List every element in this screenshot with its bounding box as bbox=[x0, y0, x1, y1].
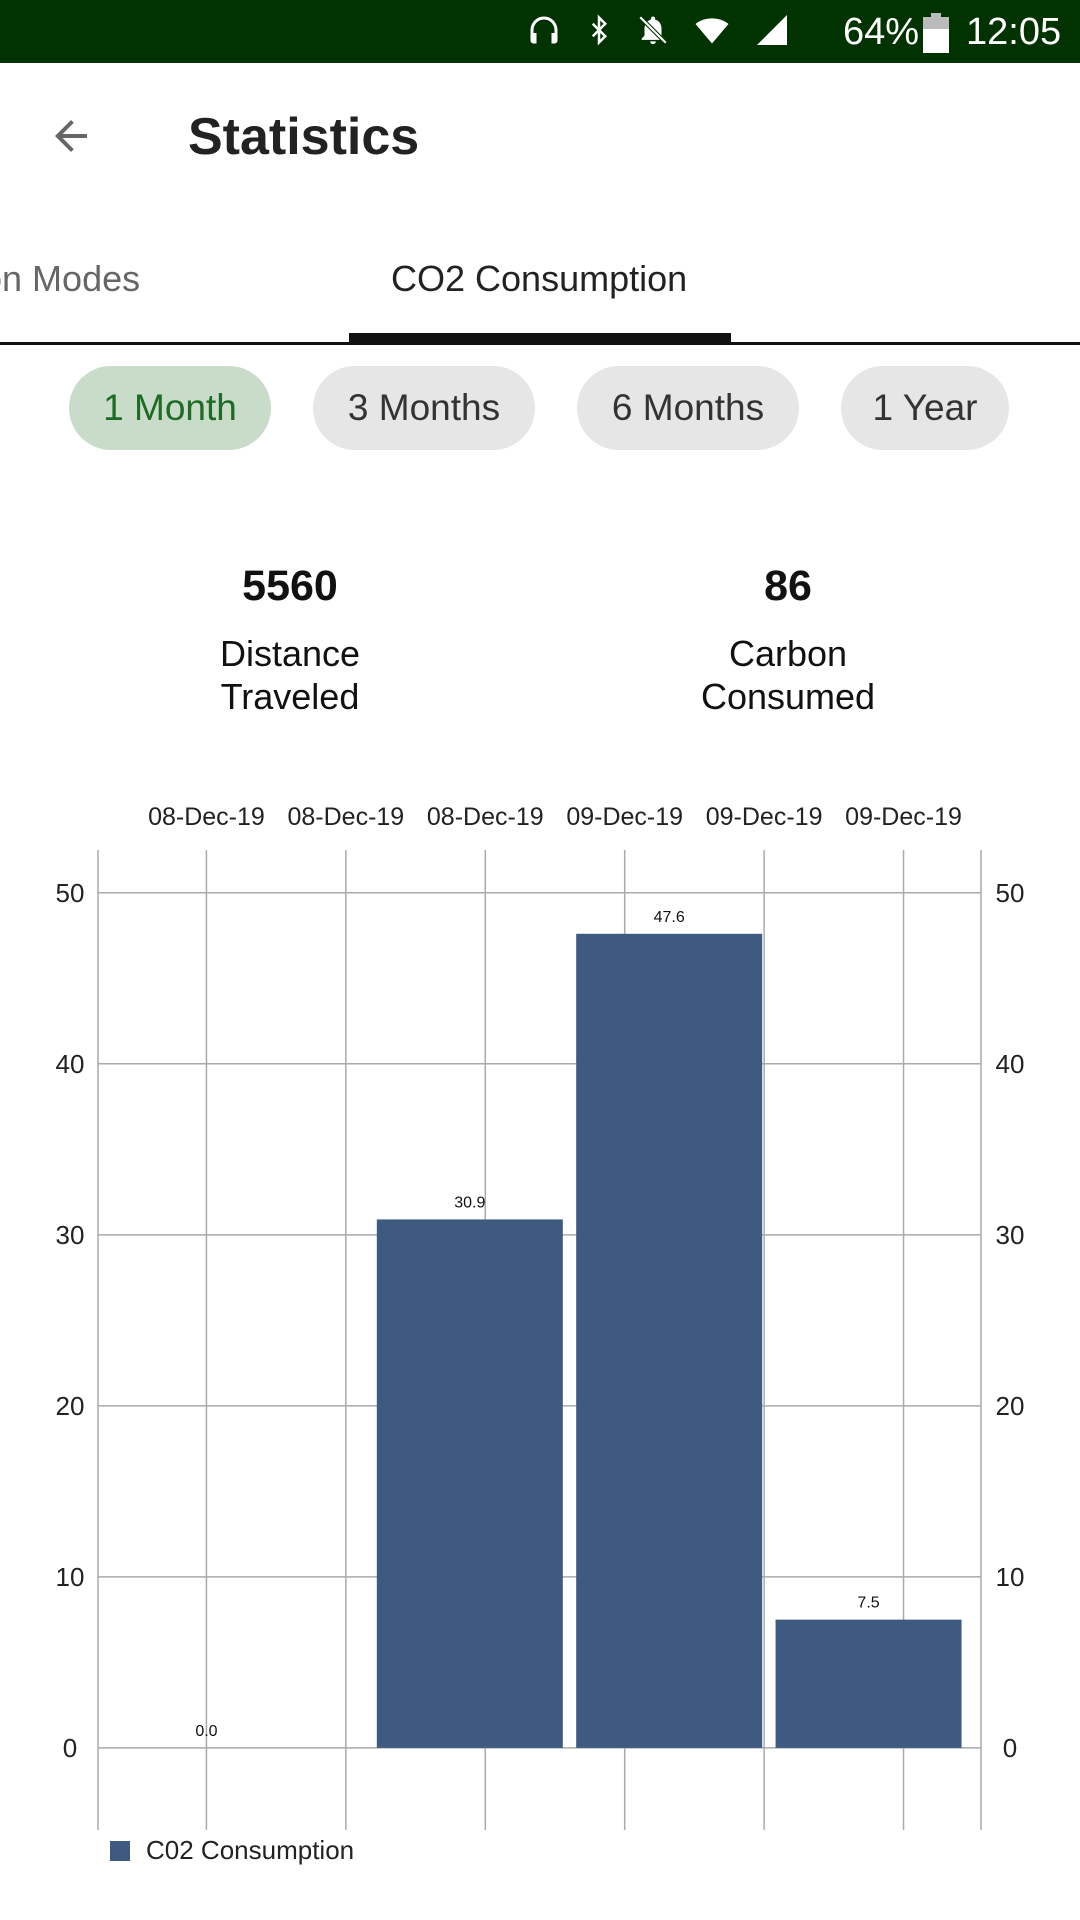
y-tick-label-left: 40 bbox=[56, 1049, 85, 1079]
co2-bar-chart: 0 0 10 10 20 20 30 30 40 40 50 50 08-Dec-19 08-Dec-19… bbox=[0, 790, 1080, 1890]
chip-1-year[interactable]: 1 Year bbox=[841, 366, 1009, 450]
chart-legend: C02 Consumption bbox=[110, 1835, 354, 1866]
y-tick-label-right: 30 bbox=[996, 1220, 1025, 1250]
bar-value-label: 0.0 bbox=[195, 1723, 217, 1740]
arrow-back-icon bbox=[47, 112, 95, 165]
y-tick-label-left: 20 bbox=[56, 1391, 85, 1421]
chip-6-months[interactable]: 6 Months bbox=[577, 366, 799, 450]
x-tick-label: 08-Dec-19 bbox=[148, 803, 265, 831]
legend-swatch bbox=[110, 1840, 130, 1861]
status-clock: 12:05 bbox=[966, 11, 1062, 53]
y-tick-label-left: 50 bbox=[56, 878, 85, 908]
wifi-icon bbox=[692, 12, 732, 53]
tab-co2-consumption[interactable]: CO2 Consumption bbox=[391, 258, 688, 299]
battery-icon bbox=[923, 13, 949, 58]
y-tick-label-left: 0 bbox=[63, 1733, 77, 1763]
battery-percentage: 64% bbox=[843, 11, 920, 53]
bar-value-label: 30.9 bbox=[454, 1194, 485, 1211]
y-tick-label-left: 30 bbox=[56, 1220, 85, 1250]
status-bar: 64% 12:05 bbox=[0, 0, 1080, 63]
tab-indicator bbox=[349, 333, 731, 342]
y-tick-label-left: 10 bbox=[56, 1562, 85, 1592]
x-tick-label: 09-Dec-19 bbox=[845, 803, 962, 831]
x-tick-label: 09-Dec-19 bbox=[566, 803, 683, 831]
notifications-muted-icon bbox=[636, 12, 670, 53]
stat-carbon: 86 Carbon Consumed bbox=[638, 560, 938, 718]
chart-canvas: 0 0 10 10 20 20 30 30 40 40 50 50 08-Dec-19 08-Dec-19… bbox=[56, 803, 1025, 1830]
chip-1-month[interactable]: 1 Month bbox=[69, 366, 271, 450]
y-tick-label-right: 20 bbox=[996, 1391, 1025, 1421]
chart-bar bbox=[376, 1219, 563, 1748]
x-tick-label: 08-Dec-19 bbox=[427, 803, 544, 831]
y-tick-label-right: 50 bbox=[996, 878, 1025, 908]
tab-bar: rtation Modes CO2 Consumption bbox=[0, 213, 1080, 345]
chip-3-months[interactable]: 3 Months bbox=[313, 366, 535, 450]
chart-bar bbox=[576, 933, 763, 1748]
carbon-value: 86 bbox=[764, 562, 812, 610]
bar-value-label: 47.6 bbox=[654, 909, 685, 926]
cell-signal-icon bbox=[754, 12, 790, 53]
carbon-label: Carbon Consumed bbox=[700, 633, 876, 717]
bluetooth-icon bbox=[584, 12, 614, 53]
headphones-icon bbox=[526, 12, 562, 53]
stat-distance: 5560 Distance Traveled bbox=[140, 560, 440, 718]
legend-label: C02 Consumption bbox=[146, 1835, 355, 1865]
x-tick-label: 08-Dec-19 bbox=[287, 803, 404, 831]
distance-value: 5560 bbox=[242, 562, 338, 610]
chart-bar bbox=[775, 1619, 962, 1748]
y-tick-label-right: 40 bbox=[996, 1049, 1025, 1079]
tab-transportation-modes[interactable]: rtation Modes bbox=[0, 258, 141, 299]
x-tick-label: 09-Dec-19 bbox=[706, 803, 823, 831]
distance-label: Distance Traveled bbox=[219, 633, 361, 717]
status-icons bbox=[526, 10, 790, 54]
range-chip-group: 1 Month 3 Months 6 Months 1 Year bbox=[0, 366, 1080, 450]
y-tick-label-right: 0 bbox=[1003, 1733, 1017, 1763]
back-button[interactable] bbox=[38, 105, 104, 171]
y-tick-label-right: 10 bbox=[996, 1562, 1025, 1592]
bar-value-label: 7.5 bbox=[857, 1595, 879, 1612]
app-bar: Statistics bbox=[0, 63, 1080, 213]
page-title: Statistics bbox=[188, 108, 420, 166]
